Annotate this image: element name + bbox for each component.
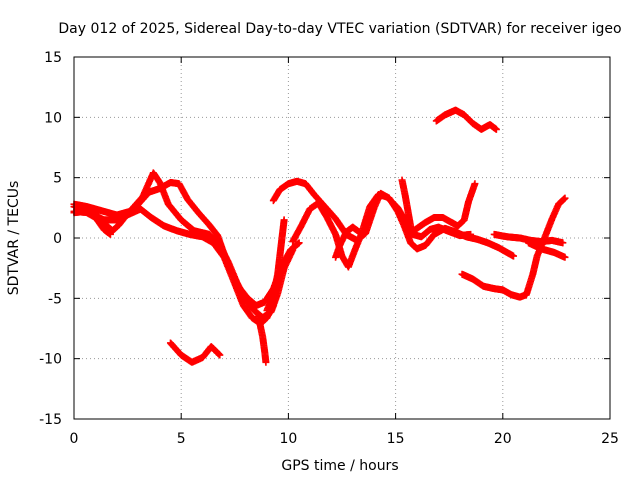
- data-point: [492, 125, 500, 133]
- data-marks: [70, 106, 569, 366]
- series-track-11: [407, 180, 479, 237]
- x-tick-label: 20: [494, 431, 512, 447]
- y-tick-label: 15: [44, 50, 62, 66]
- y-axis-label: SDTVAR / TECUs: [6, 181, 22, 296]
- x-tick-label: 10: [279, 431, 297, 447]
- y-tick-label: -5: [48, 291, 62, 307]
- series-track-16: [525, 239, 569, 261]
- data-point: [561, 253, 569, 261]
- chart-title: Day 012 of 2025, Sidereal Day-to-day VTE…: [58, 21, 621, 37]
- data-point: [510, 252, 518, 260]
- x-tick-label: 0: [70, 431, 79, 447]
- data-point: [280, 216, 288, 224]
- data-point: [561, 194, 569, 202]
- data-point: [355, 228, 363, 236]
- data-point: [106, 230, 114, 238]
- y-tick-label: 0: [53, 231, 62, 247]
- series-track-9: [332, 223, 363, 261]
- x-tick-label: 15: [387, 431, 405, 447]
- data-point: [262, 358, 270, 366]
- y-tick-label: 10: [44, 110, 62, 126]
- data-point: [559, 239, 567, 247]
- data-point: [295, 239, 303, 247]
- y-tick-label: 5: [53, 171, 62, 187]
- y-tick-label: -15: [39, 412, 62, 428]
- series-track-12: [432, 106, 500, 133]
- data-point: [216, 351, 224, 359]
- x-tick-label: 5: [177, 431, 186, 447]
- x-axis-label: GPS time / hours: [281, 458, 398, 474]
- series-track-13: [166, 339, 224, 366]
- data-point: [467, 230, 475, 238]
- axis-ticks: 0 5 10 15 20 25 -15 -10 -5 0 5 10 15: [39, 50, 619, 447]
- data-point: [471, 180, 479, 188]
- series-track-14: [458, 194, 569, 301]
- series-track-5: [254, 312, 270, 366]
- series-track-15: [490, 230, 567, 247]
- x-tick-label: 25: [601, 431, 619, 447]
- y-tick-label: -10: [39, 352, 62, 368]
- series-track-6: [263, 216, 288, 314]
